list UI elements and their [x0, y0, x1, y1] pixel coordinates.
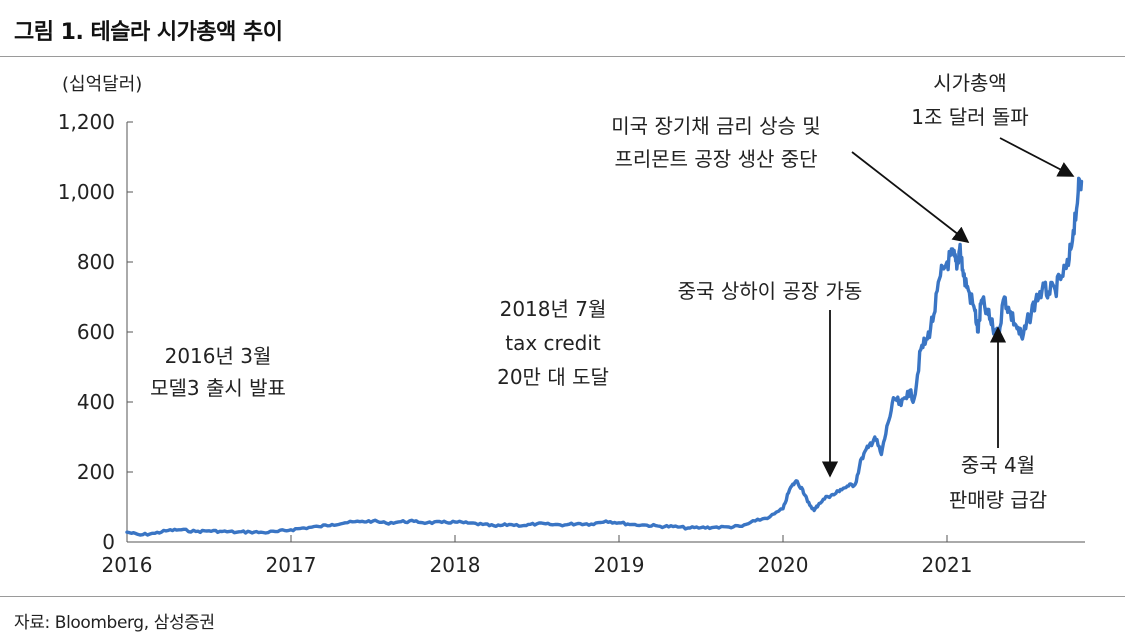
top-divider	[0, 56, 1125, 57]
annotation-trillion-line1: 시가총액	[933, 71, 1007, 95]
annotation-model3-line1: 2016년 3월	[165, 344, 272, 368]
x-axis: 2016 2017 2018 2019 2020 2021	[102, 535, 1085, 577]
y-tick-label: 200	[77, 460, 115, 484]
annotation-tax-credit-line2: tax credit	[505, 331, 601, 355]
annotation-bond-yield-line2: 프리몬트 공장 생산 중단	[614, 147, 817, 171]
annotation-trillion-line2: 1조 달러 돌파	[911, 105, 1028, 129]
annotation-bond-yield-line1: 미국 장기채 금리 상승 및	[611, 114, 820, 138]
y-tick-label: 0	[102, 530, 115, 554]
market-cap-series-line	[125, 176, 1084, 537]
x-tick-label: 2018	[430, 553, 481, 577]
y-tick-label: 1,000	[58, 180, 115, 204]
annotation-bond-yield: 미국 장기채 금리 상승 및 프리몬트 공장 생산 중단	[611, 114, 820, 171]
annotation-china-april-line1: 중국 4월	[961, 453, 1035, 477]
annotation-model3-line2: 모델3 출시 발표	[150, 376, 286, 400]
x-tick-label: 2017	[266, 553, 317, 577]
y-tick-label: 600	[77, 320, 115, 344]
annotation-model3: 2016년 3월 모델3 출시 발표	[150, 344, 286, 400]
y-axis: 0 200 400 600 800 1,000 1,200	[58, 110, 133, 554]
x-tick-label: 2019	[594, 553, 645, 577]
arrow-trillion	[999, 137, 1075, 177]
annotation-china-april-line2: 판매량 급감	[949, 488, 1047, 512]
x-tick-label: 2020	[758, 553, 809, 577]
y-tick-label: 1,200	[58, 110, 115, 134]
source-note: 자료: Bloomberg, 삼성증권	[14, 613, 215, 633]
annotation-tax-credit-line1: 2018년 7월	[500, 297, 607, 321]
x-tick-label: 2021	[922, 553, 973, 577]
arrow-bond-yield	[851, 151, 970, 243]
annotation-shanghai-line1: 중국 상하이 공장 가동	[678, 279, 863, 303]
y-axis-unit-label: (십억달러)	[62, 74, 142, 95]
x-tick-label: 2016	[102, 553, 153, 577]
annotation-trillion: 시가총액 1조 달러 돌파	[911, 71, 1028, 129]
bottom-divider	[0, 596, 1125, 597]
figure-title: 그림 1. 테슬라 시가총액 추이	[14, 20, 283, 45]
y-tick-label: 800	[77, 250, 115, 274]
y-tick-label: 400	[77, 390, 115, 414]
annotation-shanghai: 중국 상하이 공장 가동	[678, 279, 863, 303]
annotation-china-april: 중국 4월 판매량 급감	[949, 453, 1047, 512]
annotation-tax-credit: 2018년 7월 tax credit 20만 대 도달	[497, 297, 609, 389]
annotation-tax-credit-line3: 20만 대 도달	[497, 365, 609, 389]
